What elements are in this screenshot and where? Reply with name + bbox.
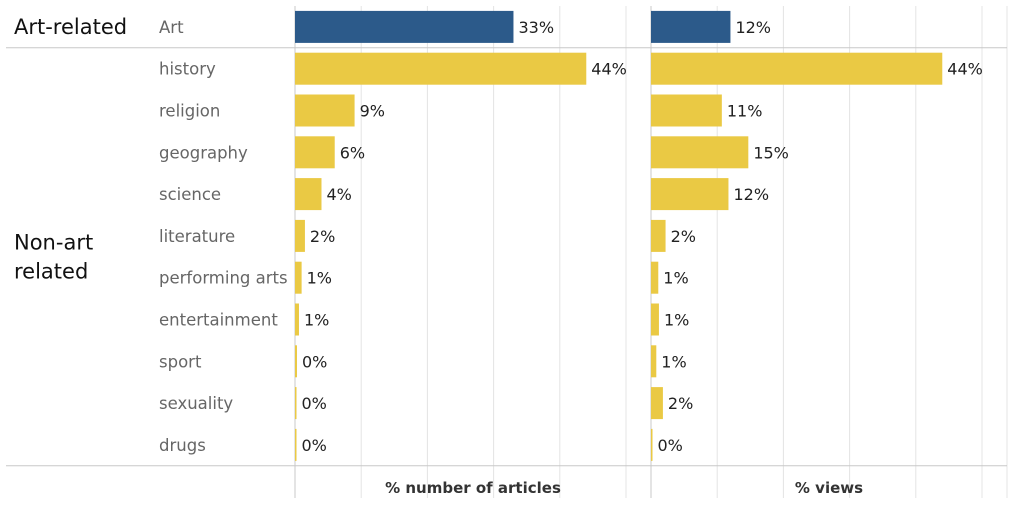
group-label-line: Non-art xyxy=(14,230,93,254)
data-label: 0% xyxy=(302,394,327,413)
bar xyxy=(651,345,657,378)
data-label: 15% xyxy=(753,143,789,162)
data-label: 1% xyxy=(307,269,332,288)
data-label: 1% xyxy=(304,311,329,330)
data-label: 12% xyxy=(733,185,769,204)
data-label: 2% xyxy=(668,394,693,413)
category-label: literature xyxy=(159,227,235,246)
bar xyxy=(651,94,722,127)
group-label-line: Art-related xyxy=(14,15,127,39)
bar xyxy=(295,345,297,378)
data-label: 0% xyxy=(302,352,327,371)
bar xyxy=(295,428,297,461)
data-label: 0% xyxy=(302,436,327,455)
bar xyxy=(295,303,299,336)
gridlines xyxy=(360,6,983,498)
bar xyxy=(651,52,943,85)
bar xyxy=(295,387,297,420)
bar xyxy=(651,178,729,211)
axis-title: % views xyxy=(795,479,863,497)
category-label: performing arts xyxy=(159,269,288,288)
data-label: 12% xyxy=(735,18,771,37)
data-label: 9% xyxy=(360,102,385,121)
bars xyxy=(295,10,943,461)
category-label: history xyxy=(159,60,216,79)
category-label: geography xyxy=(159,143,248,162)
data-label: 1% xyxy=(664,311,689,330)
axis-title: % number of articles xyxy=(385,479,561,497)
bar xyxy=(295,219,305,252)
bar xyxy=(651,219,666,252)
data-label: 2% xyxy=(310,227,335,246)
bar xyxy=(651,303,659,336)
bar xyxy=(651,261,659,294)
category-label: Art xyxy=(159,18,184,37)
group-label: Art-related xyxy=(14,15,127,39)
group-labels: Art-related Non-art related xyxy=(14,15,127,283)
data-label: 44% xyxy=(947,60,983,79)
data-label: 1% xyxy=(661,352,686,371)
data-label: 11% xyxy=(727,102,763,121)
data-label: 33% xyxy=(518,18,554,37)
axis-titles: % number of articles % views xyxy=(385,479,863,497)
group-label-line: related xyxy=(14,259,88,283)
data-label: 4% xyxy=(326,185,351,204)
data-label: 1% xyxy=(663,269,688,288)
bar xyxy=(651,387,663,420)
category-label: sexuality xyxy=(159,394,233,413)
bar xyxy=(295,178,322,211)
bar xyxy=(295,52,587,85)
group-label: Non-art related xyxy=(14,230,93,283)
bar xyxy=(295,94,355,127)
data-labels: 33% 12% 44% 44% 9% 11% 6% 15% 4% 12% 2% 2% 1% 1% 1% 1% 0… xyxy=(302,18,983,455)
category-label: sport xyxy=(159,352,202,371)
category-label: entertainment xyxy=(159,311,278,330)
bar xyxy=(651,136,749,169)
data-label: 0% xyxy=(658,436,683,455)
dividers xyxy=(6,6,1008,498)
data-label: 44% xyxy=(591,60,627,79)
category-labels: Art history religion geography science litera… xyxy=(159,18,288,455)
bar xyxy=(295,10,514,43)
data-label: 6% xyxy=(340,143,365,162)
bar xyxy=(295,136,335,169)
category-label: religion xyxy=(159,102,220,121)
bar xyxy=(295,261,302,294)
data-label: 2% xyxy=(671,227,696,246)
category-label: science xyxy=(159,185,221,204)
category-label: drugs xyxy=(159,436,206,455)
bar xyxy=(651,10,731,43)
bar xyxy=(651,428,653,461)
